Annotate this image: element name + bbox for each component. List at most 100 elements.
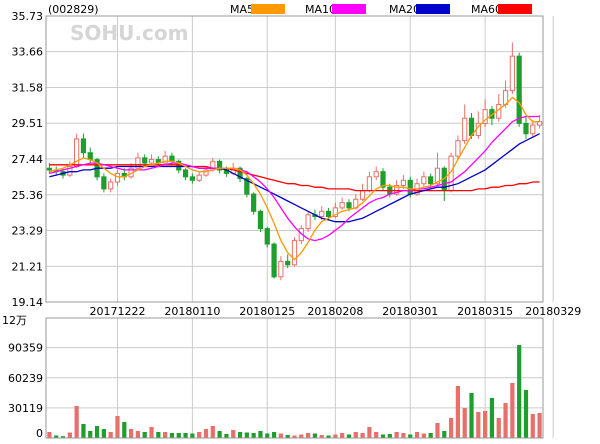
volume-bars: [47, 345, 542, 438]
candle-body-up: [509, 55, 515, 92]
candle-body-up: [162, 155, 168, 164]
volume-bar: [210, 426, 215, 438]
price-tick-label: 23.29: [12, 224, 44, 237]
candle: [74, 133, 80, 169]
candle: [80, 133, 87, 158]
volume-bar: [312, 433, 318, 438]
volume-bar: [128, 429, 134, 438]
volume-bar: [299, 434, 304, 438]
candle-body-down: [285, 260, 291, 266]
volume-bar: [88, 431, 93, 438]
candle: [285, 254, 291, 269]
date-axis: 20171222 20180110 20180125 20180208 20180301…: [89, 305, 581, 318]
legend-label-ma5: MA5: [230, 3, 254, 16]
candle-body-down: [346, 202, 352, 209]
volume-bar: [149, 427, 154, 438]
candle: [162, 150, 168, 165]
candle-body-down: [101, 176, 107, 190]
volume-panel-frame: [45, 317, 544, 439]
candle-body-down: [182, 169, 189, 178]
candle: [108, 178, 114, 193]
volume-bar: [401, 433, 406, 438]
candle-body-down: [271, 243, 277, 278]
candle-body-up: [203, 169, 209, 176]
candle-body-down: [380, 171, 386, 188]
volume-axis: 90359 60239 30119 0: [8, 342, 43, 440]
date-tick-label: 20180301: [382, 305, 438, 318]
volume-bar: [169, 433, 175, 438]
candle-body-up: [278, 260, 284, 278]
candle: [394, 180, 400, 196]
volume-bar: [60, 436, 66, 438]
candle-body-up: [339, 202, 345, 209]
volume-bar: [469, 393, 474, 438]
candle-body-up: [319, 210, 325, 217]
candle: [257, 209, 264, 233]
candle: [530, 119, 536, 138]
candle-body-up: [530, 124, 536, 135]
price-tick-label: 21.21: [12, 260, 44, 273]
candle-body-up: [291, 240, 298, 266]
candle-body-down: [244, 178, 250, 195]
date-tick-label: 20180315: [457, 305, 513, 318]
legend-swatch-ma5: [251, 4, 285, 14]
legend: MA5 MA10 MA20 MA60: [230, 3, 532, 16]
volume-bar: [428, 433, 433, 438]
volume-bar: [530, 414, 535, 438]
volume-bar: [197, 432, 202, 438]
candle-body-down: [523, 122, 529, 135]
volume-bar: [346, 434, 352, 438]
date-tick-label: 20171222: [89, 305, 145, 318]
volume-bar: [271, 432, 277, 438]
candle-body-up: [332, 207, 338, 217]
candle-body-down: [428, 176, 434, 185]
volume-bar: [387, 434, 392, 438]
volume-bar: [94, 426, 100, 438]
volume-bar: [292, 435, 297, 438]
candle-body-up: [305, 214, 311, 230]
ma60-line: [49, 164, 540, 192]
volume-bar: [380, 434, 386, 438]
candle: [182, 168, 189, 181]
price-tick-label: 35.73: [12, 10, 44, 23]
volume-bar: [503, 403, 508, 438]
volume-bar: [81, 424, 86, 438]
date-tick-label: 20180329: [525, 305, 581, 318]
candle-body-down: [216, 160, 223, 171]
volume-bar: [448, 418, 454, 438]
volume-bar: [489, 398, 495, 438]
candle: [373, 166, 379, 181]
volume-bar: [326, 435, 331, 438]
legend-swatch-ma20: [416, 4, 450, 14]
candle-body-down: [264, 228, 270, 245]
volume-bar: [101, 429, 106, 438]
volume-bar: [496, 418, 501, 438]
legend-swatch-ma60: [498, 4, 532, 14]
legend-label-ma10: MA10: [305, 3, 336, 16]
volume-bar: [319, 435, 324, 438]
candle-body-up: [455, 140, 461, 157]
volume-bar: [258, 431, 263, 438]
volume-bar: [224, 434, 229, 438]
volume-bar: [176, 433, 181, 438]
volume-bar: [183, 433, 188, 438]
volume-bar: [537, 413, 542, 438]
volume-bar: [135, 431, 141, 438]
volume-bar: [190, 433, 195, 438]
candle: [455, 135, 461, 160]
candle: [462, 104, 468, 145]
candle: [196, 171, 202, 183]
candle-body-up: [366, 176, 373, 192]
price-tick-label: 33.66: [12, 46, 44, 59]
candle: [114, 169, 121, 186]
volume-bar: [156, 432, 161, 438]
volume-bar: [47, 432, 52, 438]
candle: [237, 166, 243, 183]
ma20-line: [49, 133, 540, 223]
stock-code: (002829): [48, 3, 99, 16]
volume-tick-label: 90359: [8, 342, 43, 355]
date-tick-label: 20180125: [239, 305, 295, 318]
candle-body-down: [237, 167, 243, 180]
